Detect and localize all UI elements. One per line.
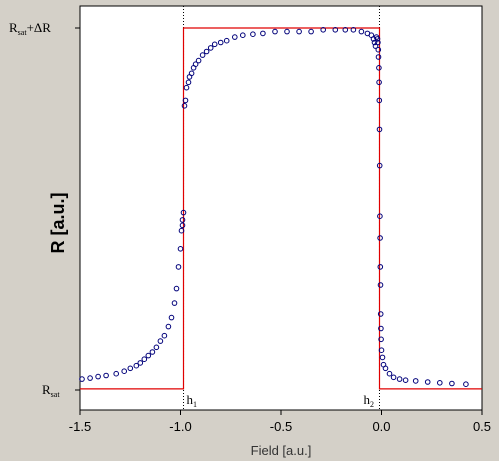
data-point (390, 374, 397, 381)
data-point (177, 246, 184, 252)
data-point (449, 380, 455, 387)
data-point (223, 37, 230, 44)
data-point (412, 378, 419, 384)
data-point (188, 70, 195, 77)
data-point (382, 365, 389, 372)
data-point (178, 227, 185, 234)
y-tick-label: Rsat (42, 382, 60, 399)
data-point (185, 79, 192, 86)
data-point (272, 28, 278, 35)
data-point (320, 27, 327, 33)
data-points (79, 27, 469, 388)
data-point (113, 370, 119, 377)
x-tick-label: 0.0 (372, 419, 390, 434)
data-point (377, 311, 384, 317)
data-point (377, 264, 384, 270)
data-point (260, 30, 266, 37)
data-point (386, 370, 393, 377)
data-point (376, 97, 383, 104)
data-point (137, 360, 144, 366)
data-point (375, 46, 382, 53)
data-point (153, 344, 160, 351)
data-point (374, 36, 381, 42)
data-point (175, 264, 182, 270)
data-point (424, 379, 431, 385)
data-point (376, 162, 383, 169)
data-point (371, 39, 378, 46)
data-point (232, 34, 238, 40)
plot-area (79, 5, 483, 411)
data-point (240, 32, 246, 39)
data-point (161, 332, 168, 339)
data-point (217, 39, 224, 46)
data-point (332, 27, 339, 33)
data-point (179, 222, 186, 229)
x-tick-label: -1.5 (69, 419, 91, 434)
y-axis-title: R [a.u.] (48, 193, 68, 254)
data-point (463, 381, 469, 388)
data-point (165, 323, 172, 330)
data-point (378, 347, 385, 354)
data-point (378, 325, 384, 332)
data-point (284, 28, 290, 35)
x-tick-label: -1.0 (169, 419, 191, 434)
data-point (376, 79, 382, 86)
data-point (250, 31, 256, 38)
data-point (203, 48, 210, 55)
data-point (127, 365, 134, 372)
data-point (183, 84, 190, 91)
data-point (350, 27, 357, 33)
data-point (199, 52, 206, 58)
data-point (378, 336, 384, 343)
data-point (437, 380, 443, 386)
data-point (95, 373, 101, 380)
data-point (173, 285, 180, 292)
data-point (377, 213, 383, 219)
data-point (375, 39, 381, 46)
data-point (207, 45, 214, 51)
data-point (182, 97, 189, 104)
data-point (145, 352, 152, 359)
data-point (376, 65, 382, 71)
data-point (180, 209, 187, 216)
y-tick-label: Rsat+ΔR (9, 20, 51, 37)
marker-label: h2 (363, 392, 374, 409)
x-axis-title: Field [a.u.] (251, 443, 312, 458)
data-point (358, 28, 365, 35)
data-point (396, 376, 403, 382)
data-point (296, 28, 302, 35)
data-point (308, 28, 314, 35)
data-point (149, 349, 156, 355)
data-point (192, 61, 199, 67)
marker-label: h1 (187, 392, 198, 409)
data-point (377, 282, 384, 288)
data-point (157, 338, 164, 344)
data-point (181, 103, 188, 109)
data-point (342, 27, 349, 33)
data-point (211, 41, 218, 48)
data-point (171, 300, 178, 306)
data-point (376, 126, 383, 133)
step-lines (80, 6, 482, 410)
data-point (79, 376, 85, 382)
data-point (103, 372, 109, 379)
data-point (168, 314, 175, 321)
data-point (402, 377, 409, 384)
data-point (195, 57, 202, 64)
x-tick-label: -0.5 (270, 419, 292, 434)
step-line (80, 27, 482, 390)
data-point (133, 362, 140, 369)
data-point (87, 375, 93, 381)
x-tick-label: 0.5 (473, 419, 491, 434)
data-point (375, 54, 382, 60)
data-point (179, 217, 186, 223)
data-point (141, 356, 148, 363)
data-point (379, 354, 386, 361)
data-point (377, 235, 383, 241)
data-point (121, 368, 127, 375)
axis-labels: -1.5 -1.0 -0.5 0.0 0.5 Rsat Rsat+ΔR h1 h2 Field [… (9, 20, 491, 458)
axes (75, 27, 483, 415)
